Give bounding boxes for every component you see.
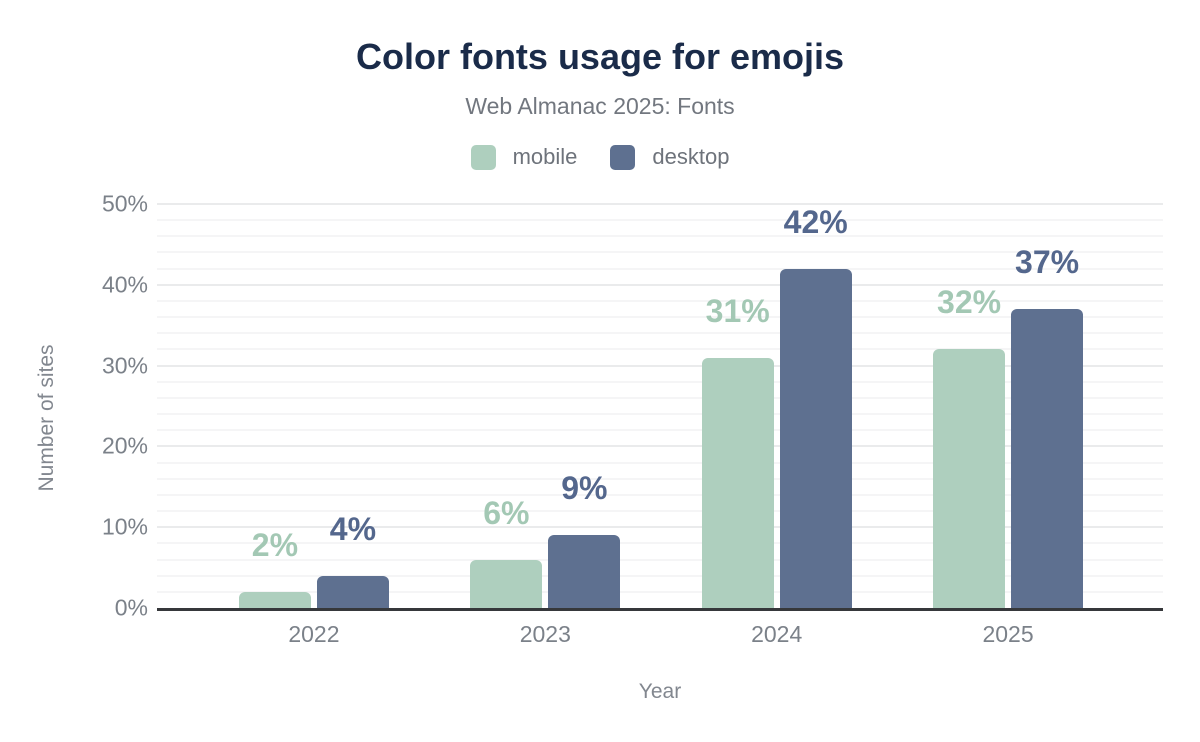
bar-desktop-2022[interactable] (316, 575, 389, 608)
minor-gridline (157, 461, 1163, 464)
value-label-mobile-2024: 31% (705, 292, 770, 329)
value-label-mobile-2023: 6% (483, 494, 530, 531)
y-tick-label-10: 10% (101, 513, 148, 540)
major-gridline (157, 283, 1163, 286)
value-label-desktop-2023: 9% (561, 470, 608, 507)
major-gridline (157, 445, 1163, 448)
minor-gridline (157, 429, 1163, 432)
bar-mobile-2022[interactable] (238, 591, 311, 608)
y-tick-label-50: 50% (101, 190, 148, 217)
x-tick-label-2022: 2022 (288, 621, 340, 647)
y-tick-label-40: 40% (101, 271, 148, 298)
value-label-desktop-2025: 37% (1015, 244, 1080, 281)
minor-gridline (157, 477, 1163, 480)
minor-gridline (157, 332, 1163, 335)
major-gridline (157, 364, 1163, 367)
desktop-swatch-icon (610, 144, 636, 170)
minor-gridline (157, 348, 1163, 351)
minor-gridline (157, 299, 1163, 302)
minor-gridline (157, 251, 1163, 254)
bar-mobile-2024[interactable] (701, 357, 774, 608)
bar-desktop-2025[interactable] (1011, 309, 1084, 608)
legend-item-desktop[interactable]: desktop (610, 144, 729, 170)
bar-mobile-2025[interactable] (933, 349, 1006, 608)
minor-gridline (157, 316, 1163, 319)
minor-gridline (157, 235, 1163, 238)
bar-desktop-2024[interactable] (779, 268, 852, 608)
minor-gridline (157, 510, 1163, 513)
x-tick-label-2023: 2023 (519, 621, 571, 647)
value-label-mobile-2025: 32% (937, 284, 1002, 321)
y-tick-label-0: 0% (114, 594, 148, 621)
x-axis-title: Year (638, 680, 682, 703)
minor-gridline (157, 542, 1163, 545)
legend: mobile desktop (0, 144, 1200, 170)
x-axis-line (157, 608, 1163, 611)
y-tick-label-30: 30% (101, 352, 148, 379)
legend-item-mobile[interactable]: mobile (470, 144, 578, 170)
bar-desktop-2023[interactable] (548, 535, 621, 608)
minor-gridline (157, 590, 1163, 593)
minor-gridline (157, 380, 1163, 383)
major-gridline (157, 526, 1163, 529)
minor-gridline (157, 574, 1163, 577)
minor-gridline (157, 558, 1163, 561)
value-label-mobile-2022: 2% (251, 526, 299, 563)
minor-gridline (157, 493, 1163, 496)
legend-label-desktop: desktop (652, 144, 730, 169)
value-label-desktop-2022: 4% (329, 510, 377, 547)
x-tick-label-2024: 2024 (751, 621, 803, 647)
bar-mobile-2023[interactable] (470, 559, 543, 608)
legend-label-mobile: mobile (512, 144, 578, 169)
x-tick-label-2025: 2025 (982, 621, 1034, 647)
mobile-swatch-icon (470, 144, 496, 170)
chart-title: Color fonts usage for emojis (355, 36, 845, 77)
minor-gridline (157, 413, 1163, 416)
y-tick-label-20: 20% (101, 432, 148, 459)
value-label-desktop-2024: 42% (783, 203, 848, 240)
minor-gridline (157, 396, 1163, 399)
chart-subtitle: Web Almanac 2025: Fonts (465, 93, 735, 119)
plot-area: 2022 2% 4% 2023 6% 9% 2024 31% 42% 2025 32% 37% (157, 203, 1163, 647)
minor-gridline (157, 267, 1163, 270)
minor-gridline (157, 219, 1163, 222)
major-gridline (157, 203, 1163, 205)
y-axis-tick-labels: 0% 10% 20% 30% 40% 50% (0, 191, 148, 621)
